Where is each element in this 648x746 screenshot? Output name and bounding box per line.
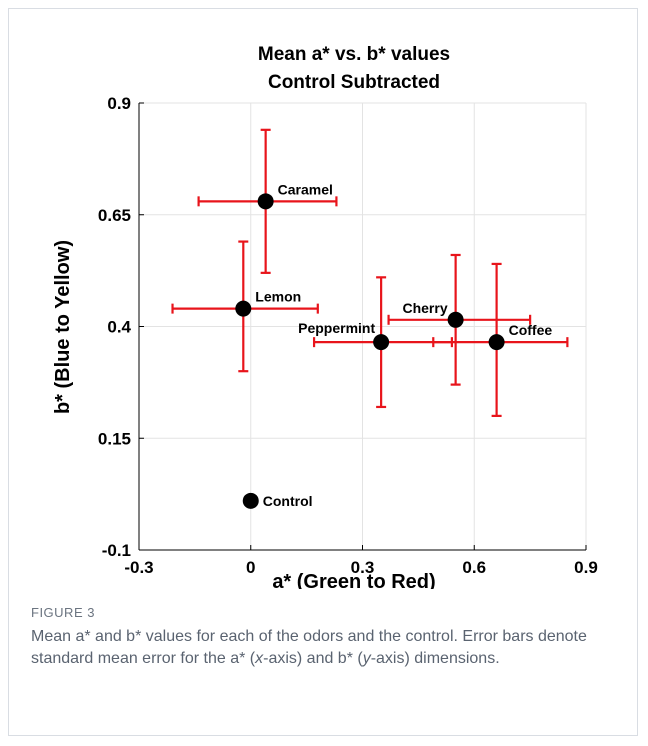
x-tick-label: -0.3 bbox=[124, 558, 153, 577]
caption-text: Mean a* and b* values for each of the od… bbox=[31, 626, 621, 670]
caption-part: -axis) and b* ( bbox=[263, 650, 363, 667]
x-tick-label: 0 bbox=[246, 558, 255, 577]
data-point-cherry bbox=[447, 311, 464, 328]
y-axis-label: b* (Blue to Yellow) bbox=[52, 240, 74, 414]
x-axis-label: a* (Green to Red) bbox=[272, 571, 435, 589]
data-point-peppermint bbox=[373, 334, 390, 351]
caption-part: x bbox=[255, 650, 264, 667]
y-tick-label: -0.1 bbox=[102, 541, 131, 560]
point-label: Cherry bbox=[402, 300, 447, 316]
point-labels: Caramel Lemon Cherry Peppermint Coffee Contro… bbox=[255, 181, 552, 508]
data-point-control bbox=[242, 492, 259, 509]
y-tick-label: 0.65 bbox=[98, 206, 131, 225]
chart-title-line-1: Mean a* vs. b* values bbox=[258, 44, 450, 65]
caption-part: y bbox=[362, 650, 371, 667]
error-bars bbox=[171, 128, 569, 417]
scatter-chart: -0.3 0 0.3 0.6 0.9 -0.1 0.15 0.4 0.65 0.9 Caramel… bbox=[52, 44, 598, 589]
point-label: Caramel bbox=[278, 181, 333, 197]
chart-title-line-2: Control Subtracted bbox=[268, 72, 440, 93]
point-label: Control bbox=[263, 493, 313, 509]
figure-label: FIGURE 3 bbox=[31, 605, 95, 620]
caption-part: -axis) dimensions. bbox=[370, 650, 500, 667]
x-tick-label: 0.6 bbox=[462, 558, 486, 577]
y-tick-label: 0.9 bbox=[107, 94, 131, 113]
point-label: Coffee bbox=[509, 322, 553, 338]
data-points bbox=[235, 193, 505, 509]
point-label: Peppermint bbox=[298, 320, 375, 336]
data-point-lemon bbox=[235, 300, 252, 317]
figure-frame: -0.3 0 0.3 0.6 0.9 -0.1 0.15 0.4 0.65 0.9 Caramel… bbox=[8, 8, 638, 736]
y-tick-label: 0.15 bbox=[98, 429, 131, 448]
axes bbox=[138, 102, 587, 551]
tick-labels: -0.3 0 0.3 0.6 0.9 -0.1 0.15 0.4 0.65 0.9 bbox=[98, 94, 598, 577]
figure-caption: FIGURE 3 Mean a* and b* values for each … bbox=[31, 605, 621, 670]
data-point-coffee bbox=[488, 334, 505, 351]
x-tick-label: 0.9 bbox=[574, 558, 598, 577]
point-label: Lemon bbox=[255, 289, 301, 305]
caption-part: Mean a* and b* values for each of the od… bbox=[31, 628, 587, 667]
y-tick-label: 0.4 bbox=[107, 318, 131, 337]
x-tick-label: 0.3 bbox=[351, 558, 375, 577]
data-point-caramel bbox=[257, 193, 274, 210]
